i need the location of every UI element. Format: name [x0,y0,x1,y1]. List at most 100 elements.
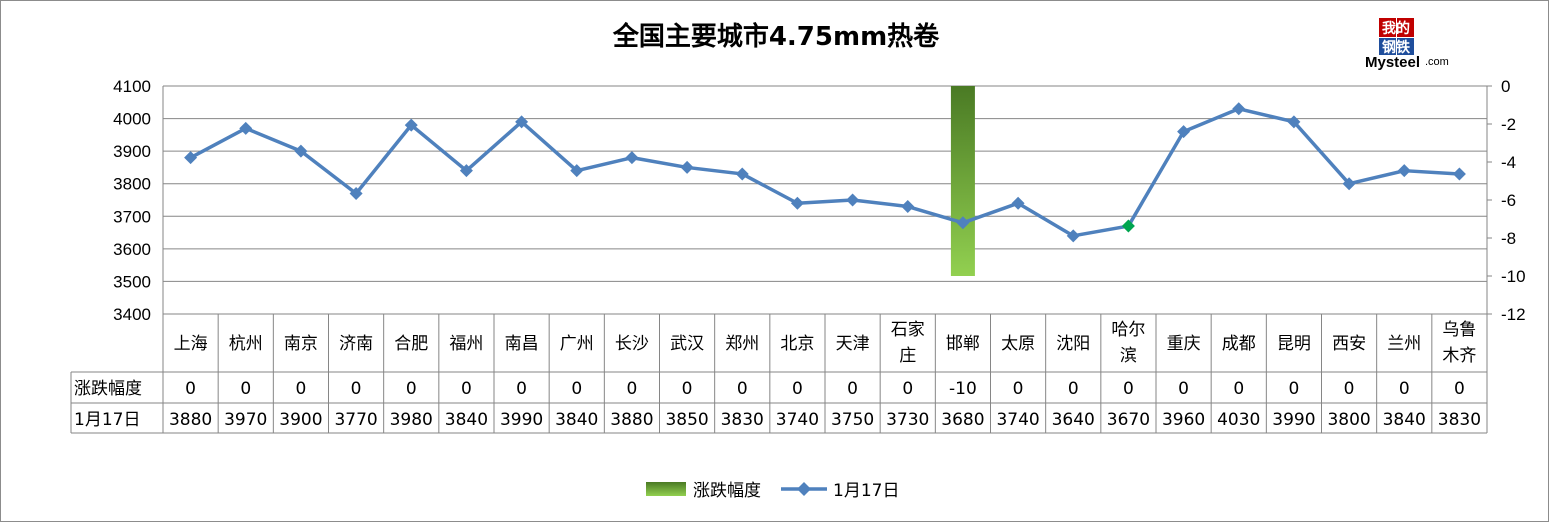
table-cell: -10 [949,379,977,399]
line-point [1342,177,1356,191]
table-cell: 0 [737,379,748,399]
y-right-tick-label: -12 [1501,305,1526,324]
table-cell: 0 [1233,379,1244,399]
line-point [790,196,804,210]
x-tick-label: 南京 [284,334,318,354]
table-cell: 3670 [1107,410,1150,430]
y-right-tick-label: -8 [1501,229,1516,248]
x-tick-label: 西安 [1332,334,1366,354]
table-cell: 0 [351,379,362,399]
table-cell: 0 [185,379,196,399]
line-point [294,144,308,158]
table-cell: 3740 [996,410,1039,430]
y-left-tick-label: 3900 [113,142,151,161]
x-tick-label: 南昌 [505,334,539,354]
table-cell: 0 [1013,379,1024,399]
y-right-tick-label: -10 [1501,267,1526,286]
line-point [404,118,418,132]
x-tick-label: 福州 [449,334,483,354]
line-point [846,193,860,207]
y-left-tick-label: 3600 [113,240,151,259]
table-cell: 3850 [665,410,708,430]
x-tick-label: 郑州 [725,334,759,354]
table-row-header: 1月17日 [74,410,140,430]
logo-box [1397,38,1414,55]
table-cell: 0 [1123,379,1134,399]
table-cell: 0 [240,379,251,399]
table-cell: 0 [792,379,803,399]
table-row-header: 涨跌幅度 [74,379,142,399]
x-tick-label: 上海 [174,334,208,354]
x-tick-label: 成都 [1222,334,1256,354]
line-point [1287,115,1301,129]
table-cell: 3770 [334,410,377,430]
logo-en: Mysteel [1365,54,1420,71]
y-right-tick-label: -2 [1501,115,1516,134]
line-point [901,200,915,214]
table-cell: 3730 [886,410,929,430]
x-tick-label: 武汉 [670,334,704,354]
table-cell: 0 [406,379,417,399]
table-cell: 3990 [500,410,543,430]
logo-box [1397,18,1414,37]
x-tick-label: 石家庄 [891,320,925,366]
legend-label: 涨跌幅度 [693,481,761,501]
x-tick-label: 太原 [1001,334,1035,354]
table-cell: 0 [1289,379,1300,399]
line-point [1177,125,1191,139]
table-cell: 0 [1344,379,1355,399]
legend-item-line: 1月17日 [781,481,899,501]
x-tick-label: 邯郸 [946,334,980,354]
table-cell: 0 [902,379,913,399]
y-left-tick-label: 3800 [113,175,151,194]
line-point [239,121,253,135]
table-cell: 3880 [169,410,212,430]
table-cell: 0 [1068,379,1079,399]
line-point [1066,229,1080,243]
logo-cn-top: 我的 [1382,20,1410,37]
x-tick-label: 北京 [780,334,814,354]
x-tick-label: 兰州 [1387,334,1421,354]
y-right-tick-label: -4 [1501,153,1516,172]
x-tick-label: 广州 [560,334,594,354]
line-point [680,160,694,174]
table-cell: 3900 [279,410,322,430]
line-point [625,151,639,165]
table-cell: 3960 [1162,410,1205,430]
x-tick-label: 昆明 [1277,334,1311,354]
y-left-tick-label: 3400 [113,305,151,324]
x-tick-label: 乌鲁木齐 [1442,320,1476,366]
y-left-tick-label: 3500 [113,272,151,291]
table-cell: 0 [847,379,858,399]
table-cell: 3830 [1438,410,1481,430]
table-cell: 3880 [610,410,653,430]
table-cell: 0 [682,379,693,399]
x-tick-label: 沈阳 [1056,334,1090,354]
table-cell: 3830 [721,410,764,430]
table-cell: 3840 [1383,410,1426,430]
y-right-tick-label: 0 [1501,77,1510,96]
logo-box [1379,38,1396,55]
table-cell: 3800 [1327,410,1370,430]
table-cell: 0 [1454,379,1465,399]
chart-title: 全国主要城市4.75mm热卷 [612,21,940,52]
x-tick-label: 重庆 [1167,334,1201,354]
bar [950,86,975,276]
line-point [1397,164,1411,178]
x-tick-label: 济南 [339,334,373,354]
y-right-tick-label: -6 [1501,191,1516,210]
line-point [956,216,970,230]
table-cell: 0 [461,379,472,399]
line-point [1121,219,1135,233]
table-cell: 3640 [1052,410,1095,430]
table-cell: 0 [627,379,638,399]
y-left-tick-label: 3700 [113,207,151,226]
legend-marker [797,482,811,496]
table-cell: 3740 [776,410,819,430]
table-cell: 3750 [831,410,874,430]
logo-cn-bottom: 钢铁 [1382,39,1410,56]
table-cell: 0 [516,379,527,399]
line-point [735,167,749,181]
